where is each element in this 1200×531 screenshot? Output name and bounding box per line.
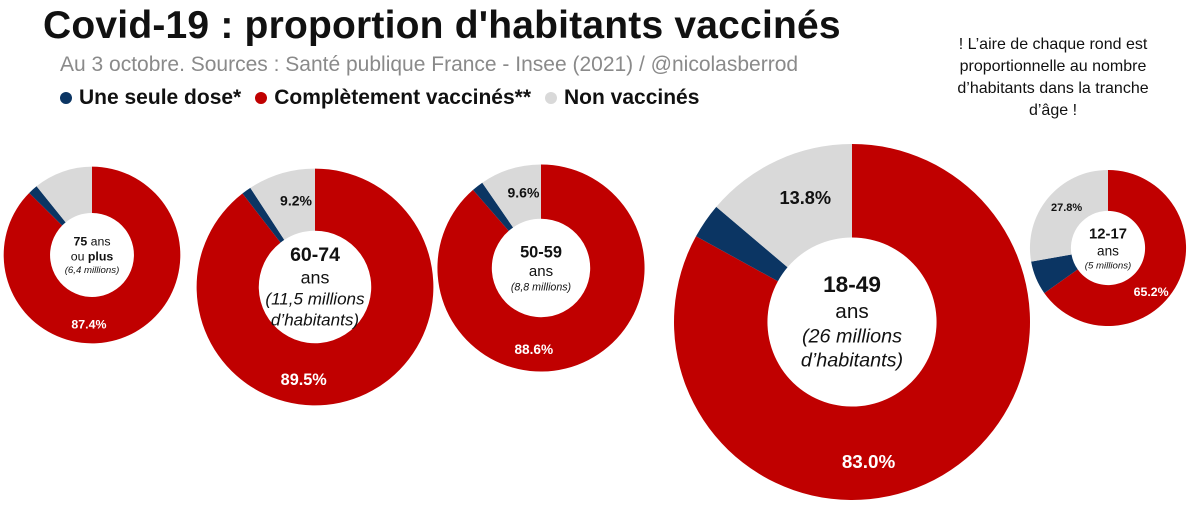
center-age: 18-49 <box>823 272 881 297</box>
donut-18-49: 83.0% 13.8% 18-49 ans(26 millions d’habitant… <box>673 144 1030 500</box>
label-unvaccinated: 9.6% <box>507 184 539 200</box>
label-unvaccinated: 9.2% <box>280 192 312 208</box>
slice-one-dose <box>473 182 514 231</box>
slice-unvaccinated <box>716 144 852 268</box>
label-fully: 89.5% <box>281 371 328 389</box>
slice-one-dose <box>29 186 66 226</box>
legend-item-one-dose: Une seule dose* <box>60 86 241 110</box>
slice-unvaccinated <box>36 166 92 223</box>
legend-label-one-dose: Une seule dose* <box>79 86 242 109</box>
center-population: (5 millions) <box>1085 260 1132 271</box>
center-age: 75 ans <box>73 234 110 248</box>
label-unvaccinated: 27.8% <box>1051 202 1082 214</box>
legend-label-fully: Complètement vaccinés** <box>274 86 532 109</box>
area-note: ! L’aire de chaque rond est proportionne… <box>957 36 1149 119</box>
slice-one-dose <box>1031 254 1078 294</box>
chart-title: Covid-19 : proportion d'habitants vaccin… <box>43 4 841 47</box>
center-population-1: (11,5 millions <box>265 290 365 309</box>
legend-swatch-fully <box>255 92 268 104</box>
center-age: 50-59 <box>520 243 562 261</box>
center-population: (6,4 millions) <box>65 265 120 276</box>
donut-50-59: 88.6% 9.6% 50-59 ans(8,8 millions) <box>437 164 645 372</box>
chart-subtitle: Au 3 octobre. Sources : Santé publique F… <box>60 53 799 76</box>
slice-unvaccinated <box>1029 169 1108 262</box>
slice-one-dose <box>696 206 788 282</box>
slice-unvaccinated <box>250 168 315 240</box>
center-ans: ou plus <box>71 249 114 263</box>
slice-fully <box>3 166 181 344</box>
slice-unvaccinated <box>482 164 541 228</box>
label-fully: 87.4% <box>71 318 106 332</box>
legend-swatch-one-dose <box>60 92 72 104</box>
legend-swatch-unvaccinated <box>545 92 558 104</box>
center-population-2: d’habitants) <box>271 310 359 329</box>
center-population: (8,8 millions) <box>511 281 571 293</box>
center-age: 60-74 <box>290 244 340 266</box>
label-fully: 88.6% <box>514 342 553 357</box>
slice-one-dose <box>242 187 285 243</box>
legend: Une seule dose* Complètement vaccinés** … <box>60 86 713 110</box>
center-ans: ans <box>529 263 553 280</box>
center-ans: ans <box>1097 243 1119 258</box>
center-population-2: d’habitants) <box>801 350 903 372</box>
legend-item-unvaccinated: Non vaccinés <box>545 86 699 110</box>
slice-fully <box>1044 169 1187 327</box>
label-fully: 83.0% <box>842 451 896 472</box>
center-age: 12-17 <box>1089 226 1127 242</box>
slice-fully <box>196 168 434 406</box>
center-ans: ans <box>835 300 868 323</box>
center-ans: ans <box>301 268 330 288</box>
slice-fully <box>437 164 645 372</box>
label-fully: 65.2% <box>1134 285 1169 299</box>
legend-label-unvaccinated: Non vaccinés <box>564 86 700 109</box>
center-population-1: (26 millions <box>802 325 902 347</box>
legend-item-fully: Complètement vaccinés** <box>255 86 531 110</box>
label-unvaccinated: 13.8% <box>780 188 832 208</box>
slice-fully <box>673 144 1030 500</box>
